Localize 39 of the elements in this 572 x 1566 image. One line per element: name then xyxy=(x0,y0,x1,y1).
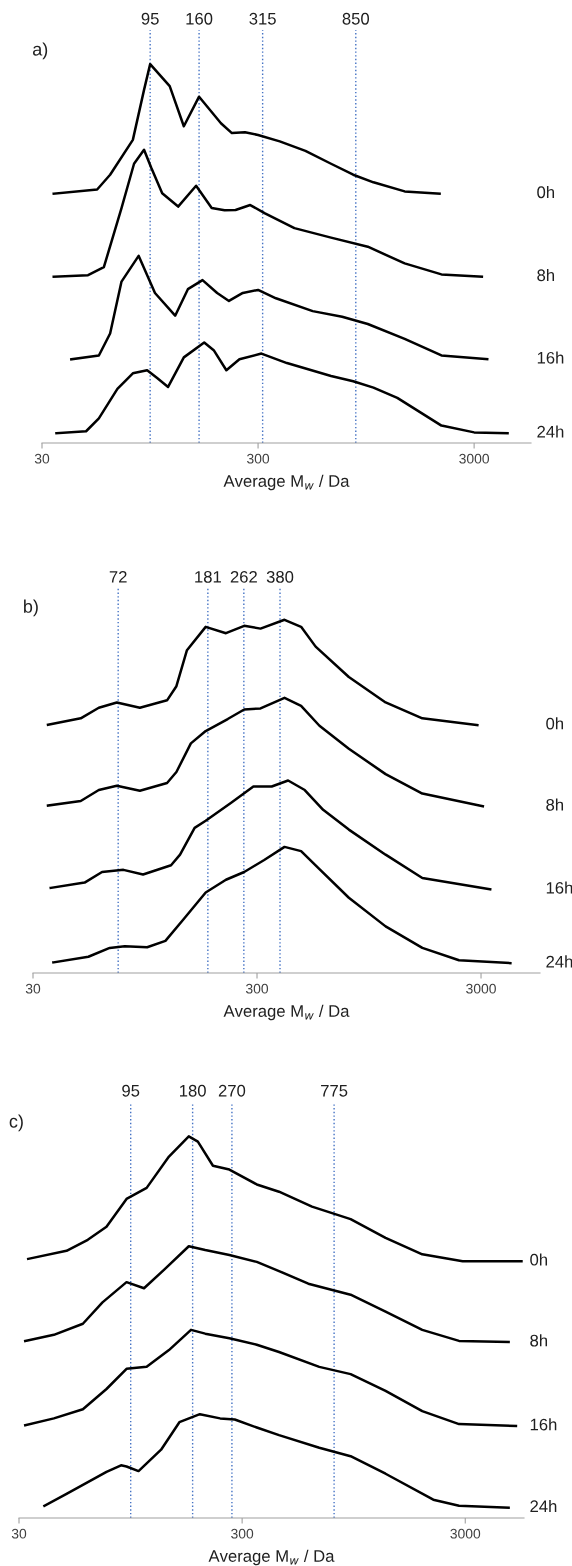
ref-line-label: 181 xyxy=(195,570,221,583)
series-label: 24h xyxy=(537,425,564,438)
x-axis-title: Average M$_{w}$ / Da xyxy=(223,474,350,491)
text: 16h xyxy=(537,351,564,364)
ref-line-label: 72 xyxy=(109,570,127,583)
x-tick-label: 300 xyxy=(231,1528,254,1539)
text: 8h xyxy=(537,268,555,282)
series-label: 16h xyxy=(530,1418,557,1431)
ref-line-label: 95 xyxy=(122,1084,140,1097)
ref-line-label: 180 xyxy=(180,1084,206,1097)
x-tick-label: 3000 xyxy=(459,453,490,464)
ref-line-label: 380 xyxy=(266,570,294,583)
series-label: 8h xyxy=(530,1334,548,1347)
x-tick-label: 3000 xyxy=(466,983,496,994)
x-tick-label: 300 xyxy=(247,453,270,464)
x-tick-label: 3000 xyxy=(450,1528,481,1539)
text: 8h xyxy=(546,798,564,811)
ref-line-label: 95 xyxy=(141,12,159,25)
ref-line-label: 270 xyxy=(218,1084,246,1097)
ref-line-label: 850 xyxy=(342,12,370,25)
text: 16h xyxy=(546,881,572,894)
x-tick-label: 30 xyxy=(25,983,41,994)
x-tick-label: 300 xyxy=(245,983,269,994)
series-label: 24h xyxy=(530,1499,557,1513)
chart-title: a) xyxy=(32,42,48,60)
text: 0h xyxy=(537,185,555,199)
text: 24h xyxy=(546,955,572,968)
chart-title: c) xyxy=(9,1114,23,1132)
text: 0h xyxy=(546,717,564,730)
chart-title: b) xyxy=(24,599,38,617)
x-axis-title: Average M$_{w}$ / Da xyxy=(223,1004,350,1021)
x-tick-label: 30 xyxy=(11,1528,27,1539)
series-label: 0h xyxy=(530,1253,548,1266)
ref-line-label: 262 xyxy=(230,570,257,583)
x-axis-title: Average M$_{w}$ / Da xyxy=(208,1549,335,1566)
ref-line-label: 160 xyxy=(186,12,213,25)
ref-line-label: 775 xyxy=(321,1085,348,1097)
x-tick-label: 30 xyxy=(34,453,50,464)
ref-line-label: 315 xyxy=(249,12,276,25)
